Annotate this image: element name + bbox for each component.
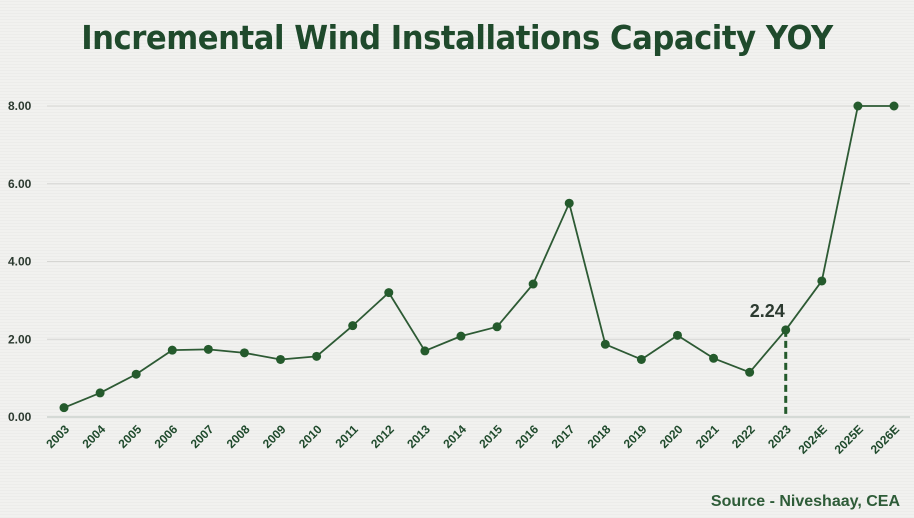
y-tick-label: 0.00 — [8, 410, 32, 424]
x-axis-ticks: 2003 2004 2005 2006 2007 2008 2009 2010 2011 2012… — [43, 422, 902, 457]
data-point-2006 — [167, 345, 177, 355]
x-tick-label: 2014 — [440, 422, 469, 451]
x-tick-label: 2011 — [332, 422, 361, 451]
x-tick-label: 2016 — [512, 422, 541, 451]
data-point-2026E — [889, 101, 899, 111]
data-point-2017 — [564, 198, 574, 208]
x-tick-label: 2007 — [188, 422, 217, 451]
x-tick-label: 2003 — [43, 422, 72, 451]
x-tick-label: 2018 — [585, 422, 614, 451]
data-point-2025E — [853, 101, 863, 111]
x-tick-label: 2004 — [79, 422, 108, 451]
data-point-2014 — [456, 331, 466, 341]
data-point-2020 — [672, 330, 682, 340]
x-tick-label: 2025E — [832, 422, 866, 456]
x-tick-label: 2010 — [296, 422, 325, 451]
annotations: 2.24 — [750, 301, 788, 417]
series — [59, 101, 899, 413]
y-axis-ticks: 0.00 2.00 4.00 6.00 8.00 — [8, 99, 32, 424]
data-point-2013 — [420, 346, 430, 356]
x-tick-label: 2024E — [796, 422, 830, 456]
data-point-2003 — [59, 403, 69, 413]
data-point-2007 — [203, 344, 213, 354]
x-tick-label: 2012 — [368, 422, 397, 451]
x-tick-label: 2017 — [549, 422, 578, 451]
data-point-2024E — [817, 276, 827, 286]
data-point-2008 — [239, 348, 249, 358]
data-point-2010 — [312, 351, 322, 361]
x-tick-label: 2005 — [116, 422, 145, 451]
data-point-2011 — [348, 321, 358, 331]
x-tick-label: 2021 — [693, 422, 722, 451]
data-point-2004 — [95, 388, 105, 398]
data-point-2021 — [709, 353, 719, 363]
source-note: Source - Niveshaay, CEA — [710, 493, 900, 510]
x-tick-label: 2019 — [621, 422, 650, 451]
y-tick-label: 4.00 — [8, 255, 32, 269]
annotation-label: 2.24 — [750, 301, 785, 321]
y-tick-label: 8.00 — [8, 99, 32, 113]
x-tick-label: 2020 — [657, 422, 686, 451]
data-point-2022 — [745, 367, 755, 377]
data-point-2009 — [276, 354, 286, 364]
data-point-2012 — [384, 288, 394, 298]
gridlines — [47, 105, 910, 418]
x-tick-label: 2015 — [476, 422, 505, 451]
data-point-2005 — [131, 369, 141, 379]
x-tick-label: 2022 — [729, 422, 758, 451]
y-tick-label: 2.00 — [8, 332, 32, 346]
x-tick-label: 2008 — [224, 422, 253, 451]
chart-title: Incremental Wind Installations Capacity … — [81, 18, 833, 57]
data-point-2015 — [492, 322, 502, 332]
x-tick-label: 2023 — [765, 422, 794, 451]
x-tick-label: 2009 — [260, 422, 289, 451]
series-line — [63, 105, 894, 409]
x-tick-label: 2006 — [152, 422, 181, 451]
x-tick-label: 2013 — [404, 422, 433, 451]
data-point-2018 — [600, 339, 610, 349]
data-point-2016 — [528, 279, 538, 289]
data-point-2019 — [636, 354, 646, 364]
y-tick-label: 6.00 — [8, 177, 32, 191]
x-tick-label: 2026E — [868, 422, 902, 456]
data-point-2023 — [781, 325, 791, 335]
